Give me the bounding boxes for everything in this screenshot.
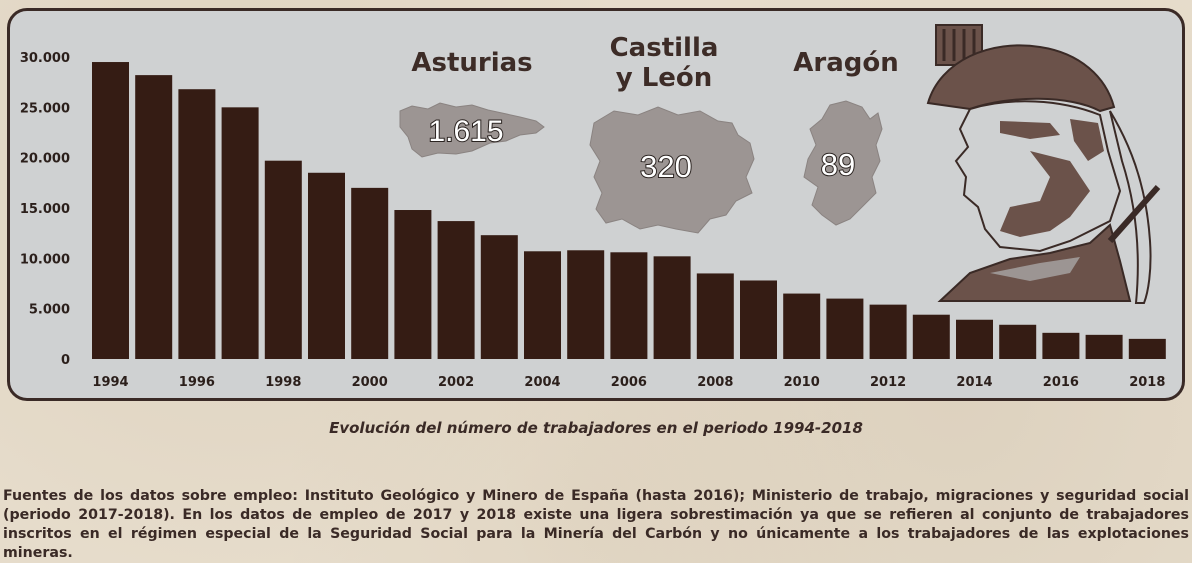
bar-2011 bbox=[826, 298, 864, 359]
aragon-map-icon bbox=[803, 100, 883, 226]
region-title-castilla-line1: Castilla bbox=[610, 33, 719, 63]
x-tick-label: 2002 bbox=[438, 375, 474, 390]
x-tick-label: 1996 bbox=[179, 375, 215, 390]
bar-2002 bbox=[437, 221, 475, 359]
castilla-y-leon-map-icon bbox=[589, 106, 755, 234]
x-tick-label: 2014 bbox=[956, 375, 992, 390]
region-value-aragon: 89 bbox=[821, 147, 855, 182]
bar-1999 bbox=[308, 172, 345, 359]
x-tick-label: 2012 bbox=[870, 375, 906, 390]
bar-1996 bbox=[178, 89, 216, 360]
x-tick-label: 2018 bbox=[1129, 375, 1165, 390]
region-title-castilla-line2: y León bbox=[616, 63, 713, 93]
bar-2017 bbox=[1085, 334, 1123, 359]
bar-2009 bbox=[740, 280, 777, 359]
bar-1998 bbox=[264, 160, 302, 359]
y-tick-label: 25.000 bbox=[20, 101, 70, 116]
x-tick-label: 2016 bbox=[1043, 375, 1079, 390]
bar-2003 bbox=[480, 235, 518, 359]
bar-2004 bbox=[524, 251, 561, 359]
region-title-asturias: Asturias bbox=[411, 48, 532, 78]
bar-2016 bbox=[1042, 332, 1080, 359]
y-tick-label: 20.000 bbox=[20, 152, 70, 167]
bar-2018 bbox=[1128, 338, 1166, 359]
x-axis: 1994 1996 1998 2000 2002 2004 2006 2008 2010 2012… bbox=[92, 375, 1165, 390]
sources-note: Fuentes de los datos sobre empleo: Insti… bbox=[3, 488, 1189, 561]
y-tick-label: 30.000 bbox=[20, 51, 70, 66]
x-tick-label: 1994 bbox=[92, 375, 128, 390]
bar-chart: 0 5.000 10.000 15.000 20.000 25.000 30.000 199… bbox=[20, 24, 1166, 390]
bars-group bbox=[92, 62, 1166, 360]
y-tick-label: 5.000 bbox=[29, 303, 70, 318]
y-axis: 0 5.000 10.000 15.000 20.000 25.000 30.000 bbox=[20, 51, 70, 368]
region-value-castilla-y-leon: 320 bbox=[640, 149, 692, 184]
x-tick-label: 2000 bbox=[352, 375, 388, 390]
y-tick-label: 15.000 bbox=[20, 202, 70, 217]
miner-portrait-icon bbox=[926, 24, 1161, 304]
x-tick-label: 1998 bbox=[265, 375, 301, 390]
bar-2008 bbox=[696, 273, 734, 359]
chart-caption: Evolución del número de trabajadores en … bbox=[329, 419, 863, 437]
bar-2010 bbox=[783, 293, 821, 359]
bar-2005 bbox=[567, 250, 605, 359]
bar-2006 bbox=[610, 252, 648, 359]
bar-2015 bbox=[999, 324, 1037, 359]
x-tick-label: 2006 bbox=[611, 375, 647, 390]
bar-2013 bbox=[912, 314, 950, 359]
chart-panel: 0 5.000 10.000 15.000 20.000 25.000 30.000 199… bbox=[7, 8, 1185, 401]
bar-2001 bbox=[394, 210, 432, 359]
x-tick-label: 2004 bbox=[524, 375, 560, 390]
x-tick-label: 2010 bbox=[784, 375, 820, 390]
bar-1997 bbox=[221, 107, 259, 359]
y-tick-label: 10.000 bbox=[20, 252, 70, 267]
region-title-aragon: Aragón bbox=[793, 48, 898, 78]
bar-2012 bbox=[869, 304, 907, 359]
bar-1995 bbox=[135, 75, 173, 360]
bar-1994 bbox=[92, 62, 129, 360]
bar-2014 bbox=[956, 319, 993, 359]
y-tick-label: 0 bbox=[61, 353, 70, 368]
bar-2007 bbox=[653, 256, 691, 359]
asturias-map-icon bbox=[399, 102, 545, 158]
x-tick-label: 2008 bbox=[697, 375, 733, 390]
region-value-asturias: 1.615 bbox=[428, 115, 503, 148]
bar-2000 bbox=[351, 187, 389, 359]
